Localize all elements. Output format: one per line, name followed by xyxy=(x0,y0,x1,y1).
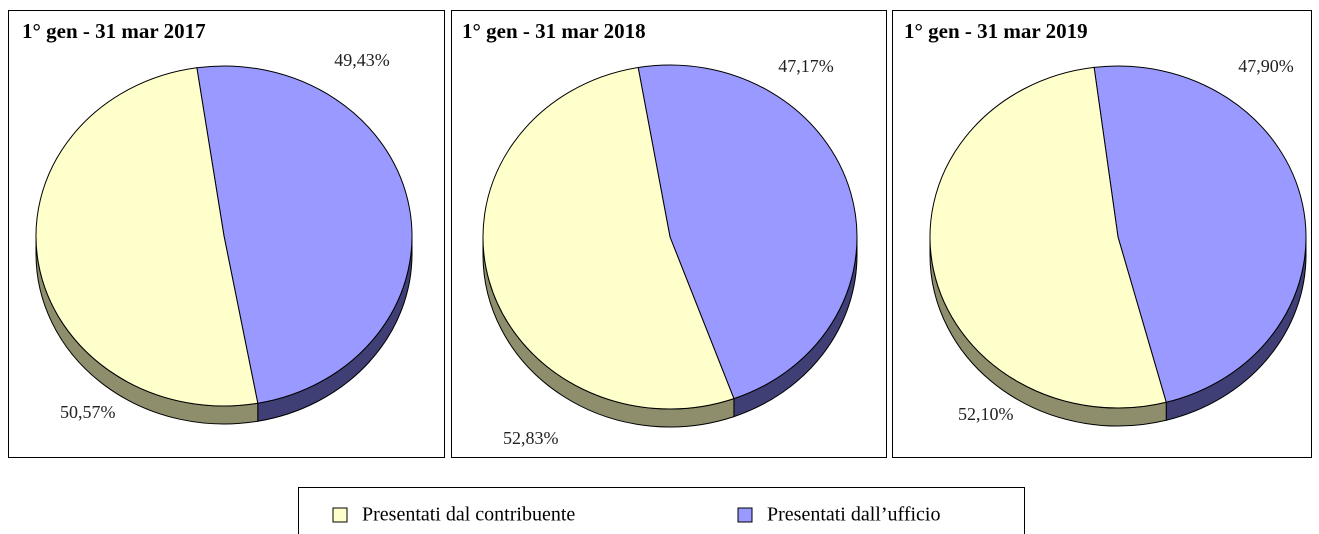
value-label: 49,43% xyxy=(334,50,390,70)
value-label: 50,57% xyxy=(60,402,116,422)
panel xyxy=(892,10,1312,458)
value-label: 47,17% xyxy=(778,56,834,76)
chart-title: 1° gen - 31 mar 2017 xyxy=(22,19,206,43)
value-label: 52,83% xyxy=(503,428,559,448)
panel xyxy=(451,10,887,458)
value-label: 47,90% xyxy=(1238,56,1294,76)
legend-swatch xyxy=(332,507,348,523)
legend-label: Presentati dal contribuente xyxy=(362,504,575,526)
chart-title: 1° gen - 31 mar 2019 xyxy=(904,19,1088,43)
legend-box xyxy=(298,487,1025,534)
pie-slice xyxy=(1093,65,1307,403)
pie-slice xyxy=(929,66,1167,409)
chart-title: 1° gen - 31 mar 2018 xyxy=(462,19,646,43)
pie-slice xyxy=(196,65,413,404)
legend-label: Presentati dall’ufficio xyxy=(767,504,940,526)
pie-slice xyxy=(482,66,735,410)
legend-swatch xyxy=(737,507,753,523)
pie-slice xyxy=(35,67,259,407)
value-label: 52,10% xyxy=(958,404,1014,424)
pie-slice xyxy=(637,64,858,400)
panel xyxy=(8,10,445,458)
